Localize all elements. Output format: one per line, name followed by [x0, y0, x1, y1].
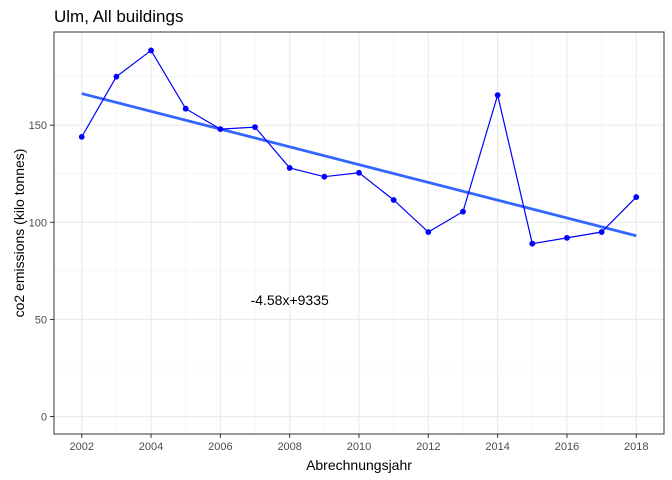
data-point	[633, 194, 640, 200]
data-point	[425, 229, 432, 235]
x-tick-label: 2014	[485, 441, 509, 453]
fit-line-group	[81, 92, 637, 238]
x-tick-label: 2012	[416, 441, 440, 453]
x-axis: 2002 2004 2006 2008 2010 2012 2014 2016 2018	[69, 434, 649, 453]
data-point	[460, 208, 466, 215]
points-group	[78, 47, 640, 247]
x-tick-label: 2010	[347, 441, 371, 453]
y-tick-label: 50	[35, 314, 47, 326]
fit-equation-annotation: -4.58x+9335	[251, 292, 329, 308]
data-point	[390, 197, 397, 203]
data-point	[564, 234, 570, 241]
data-point	[182, 105, 189, 112]
data-point	[148, 47, 154, 54]
x-tick-label: 2018	[624, 441, 648, 453]
x-tick-label: 2016	[555, 441, 579, 453]
y-axis: 0 50 100 150	[29, 120, 54, 424]
data-point	[78, 133, 85, 140]
y-tick-label: 100	[29, 217, 47, 229]
x-axis-title: Abrechnungsjahr	[306, 457, 412, 473]
x-tick-label: 2006	[208, 441, 232, 453]
data-point	[286, 165, 293, 171]
data-point	[529, 240, 536, 247]
data-point	[252, 124, 258, 131]
data-point	[217, 126, 224, 133]
chart-title: Ulm, All buildings	[54, 7, 183, 26]
y-tick-label: 150	[29, 120, 47, 132]
data-point	[356, 169, 362, 176]
data-point	[494, 92, 501, 99]
grid-major	[54, 32, 664, 434]
x-tick-label: 2008	[277, 441, 301, 453]
data-point	[113, 73, 120, 80]
x-tick-label: 2004	[139, 441, 163, 453]
y-axis-title: co2 emissions (kilo tonnes)	[11, 149, 27, 318]
y-tick-label: 0	[41, 412, 47, 424]
fit-line	[81, 92, 637, 238]
data-point	[598, 229, 605, 235]
data-point	[321, 173, 328, 180]
x-tick-label: 2002	[69, 441, 93, 453]
